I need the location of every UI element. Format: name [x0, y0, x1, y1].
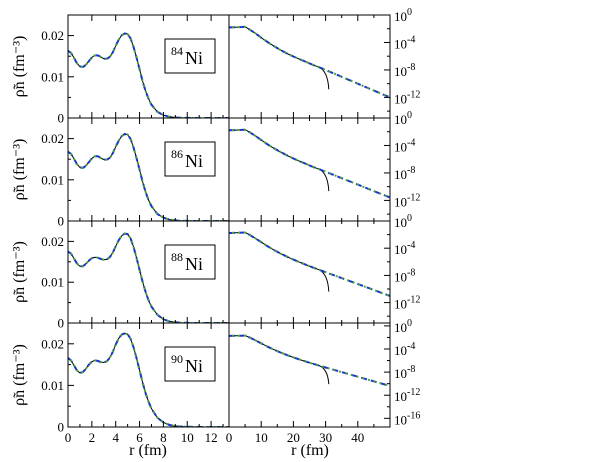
- y-tick-label: 10-12: [394, 295, 420, 312]
- x-tick-label: 4: [112, 430, 119, 445]
- nucleus-mass: 86: [171, 147, 183, 161]
- nucleus-symbol: Ni: [185, 356, 203, 376]
- series-line-black-cutoff: [229, 334, 330, 385]
- y-tick-label: 10-8: [394, 62, 415, 79]
- nucleus-symbol: Ni: [185, 151, 203, 171]
- x-tick-label: 12: [205, 430, 218, 445]
- nucleus-box: [164, 141, 216, 177]
- y-tick-label: 100: [394, 213, 412, 230]
- y-tick-label: 10-4: [394, 240, 415, 257]
- y-axis-title: ρ̃n (fm⁻³): [11, 139, 28, 201]
- y-axis-title: ρ̃n (fm⁻³): [11, 241, 28, 303]
- nucleus-mass: 84: [171, 44, 183, 58]
- nucleus-mass: 90: [171, 352, 183, 366]
- nucleus-box: [164, 244, 216, 280]
- x-tick-label: 40: [351, 430, 364, 445]
- panel-linear-4: 0 0.01 0.02 90 Ni 0 2 4 6 8 10 12: [41, 322, 230, 445]
- x-tick-label: 6: [136, 430, 143, 445]
- nucleus-symbol: Ni: [185, 254, 203, 274]
- series-line-black-cutoff: [229, 231, 330, 292]
- x-tick-label: 8: [160, 430, 167, 445]
- y-tick-label: 0.02: [41, 131, 64, 146]
- y-tick-label: 100: [394, 7, 412, 24]
- nucleus-box: [164, 38, 216, 74]
- y-tick-label: 0.02: [41, 234, 64, 249]
- panel-log-2: 100 10-4 10-8 10-12: [228, 110, 420, 222]
- y-tick-label: 0.01: [41, 172, 64, 187]
- y-tick-label: 10-8: [394, 267, 415, 284]
- y-tick-label: 10-8: [394, 364, 415, 381]
- series-line-green-dotted: [229, 25, 390, 99]
- y-axis-title: ρ̃n (fm⁻³): [11, 344, 28, 406]
- y-tick-label: 0: [58, 111, 65, 126]
- y-tick-label: 10-16: [394, 410, 420, 427]
- y-tick-label: 0: [58, 420, 65, 435]
- x-tick-label: 10: [181, 430, 194, 445]
- x-tick-label: 0: [226, 430, 233, 445]
- series-line-green-dotted: [229, 231, 390, 297]
- panel-log-3: 100 10-4 10-8 10-12: [228, 213, 420, 324]
- y-tick-label: 10-12: [394, 387, 420, 404]
- y-tick-label: 10-4: [394, 137, 415, 154]
- panel-log-1: 100 10-4 10-8 10-12: [228, 7, 420, 119]
- y-tick-label: 10-12: [394, 192, 420, 209]
- nucleus-symbol: Ni: [185, 48, 203, 68]
- x-tick-label: 10: [255, 430, 268, 445]
- panel-frame: [228, 14, 391, 119]
- series-line-blue-dashed: [229, 128, 390, 199]
- nucleus-box: [164, 346, 216, 382]
- series-line-blue-dashed: [229, 334, 390, 387]
- panel-linear-1: 0 0.01 0.02 84 Ni: [41, 14, 230, 126]
- x-tick-label: 0: [65, 430, 72, 445]
- y-tick-label: 0.01: [41, 69, 64, 84]
- nucleus-mass: 88: [171, 250, 183, 264]
- x-axis-title-right: r (fm): [291, 442, 329, 459]
- series-line-green-dotted: [229, 128, 390, 199]
- series-line-green-dotted: [68, 232, 229, 323]
- panel-linear-3: 0 0.01 0.02 88 Ni: [41, 220, 230, 331]
- y-tick-label: 10-8: [394, 165, 415, 182]
- y-tick-label: 10-4: [394, 341, 415, 358]
- series-line-blue-dashed: [229, 25, 390, 99]
- y-tick-label: 0.02: [41, 28, 64, 43]
- y-tick-label: 0: [58, 214, 65, 229]
- y-tick-label: 0.01: [41, 275, 64, 290]
- y-tick-label: 0.02: [41, 336, 64, 351]
- series-line-black-cutoff: [229, 26, 330, 90]
- y-tick-label: 0: [58, 316, 65, 331]
- y-tick-label: 0.01: [41, 378, 64, 393]
- x-tick-label: 2: [89, 430, 96, 445]
- x-tick-label: 30: [319, 430, 332, 445]
- series-line-green-dotted: [229, 334, 390, 387]
- y-tick-label: 10-12: [394, 89, 420, 106]
- x-tick-label: 20: [287, 430, 300, 445]
- series-line-black-cutoff: [229, 129, 330, 192]
- y-tick-label: 10-4: [394, 34, 415, 51]
- y-tick-label: 100: [394, 318, 412, 335]
- y-axis-title: ρ̃n (fm⁻³): [11, 36, 28, 98]
- panel-log-4: 100 10-4 10-8 10-12 10-16 0 10 20 30 40: [226, 318, 421, 445]
- y-tick-label: 100: [394, 110, 412, 127]
- x-axis-title-left: r (fm): [129, 442, 167, 459]
- panel-linear-2: 0 0.01 0.02 86 Ni: [41, 117, 230, 229]
